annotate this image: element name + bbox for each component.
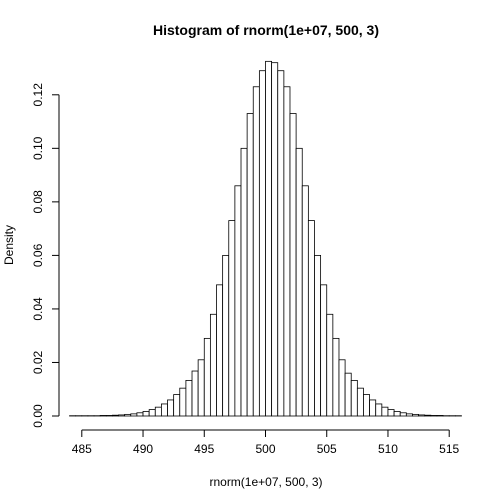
histogram-bar (356, 387, 364, 417)
histogram-bar (136, 412, 144, 417)
histogram-bar (412, 413, 419, 417)
y-tick-label: 0.06 (31, 243, 45, 267)
x-tick-label: 500 (255, 442, 275, 456)
histogram-bar (265, 60, 273, 417)
histogram-bar (430, 415, 438, 417)
histogram-bar (154, 406, 162, 417)
histogram-bar (381, 406, 389, 417)
histogram-bar (424, 414, 432, 417)
histogram-bar (277, 70, 285, 417)
histogram-bar (203, 337, 211, 417)
histogram-bar (228, 220, 236, 417)
histogram-bar (258, 70, 266, 417)
histogram-bar (405, 413, 413, 417)
histogram-bar (295, 147, 303, 417)
histogram-bar (393, 411, 401, 417)
x-axis-label: rnorm(1e+07, 500, 3) (209, 475, 322, 489)
histogram-bar (301, 185, 309, 417)
histogram-bar (222, 254, 230, 417)
x-tick-label: 505 (317, 442, 337, 456)
histogram-bars (69, 60, 462, 417)
histogram-bar (173, 394, 181, 417)
histogram-bar (142, 411, 150, 417)
y-tick-label: 0.12 (31, 83, 45, 107)
histogram-bar (369, 399, 377, 417)
x-tick-label: 485 (72, 442, 92, 456)
histogram-bar (375, 403, 383, 417)
x-tick-label: 510 (378, 442, 398, 456)
histogram-bar (283, 86, 291, 417)
y-axis: 0.00 0.02 0.04 0.06 0.08 0.10 0.12 (31, 83, 60, 428)
x-axis: 485 490 495 500 505 510 515 (72, 429, 460, 456)
histogram-bar (209, 313, 217, 417)
histogram-bar (124, 413, 132, 417)
x-tick-label: 515 (439, 442, 459, 456)
histogram-bar (338, 359, 346, 417)
histogram-bar (320, 284, 328, 417)
y-tick-label: 0.04 (31, 297, 45, 321)
histogram-bar (99, 415, 107, 417)
x-tick-label: 495 (194, 442, 214, 456)
histogram-bar (350, 379, 358, 417)
histogram-bar (314, 254, 322, 417)
histogram-bar (332, 337, 340, 417)
histogram-bar (160, 403, 168, 417)
histogram-bar (148, 409, 156, 417)
histogram-bar (307, 220, 315, 417)
histogram-bar (197, 359, 205, 417)
histogram-bar (185, 379, 193, 417)
histogram-bar (436, 415, 444, 417)
histogram-bar (105, 415, 113, 417)
histogram-bar (418, 414, 426, 417)
histogram-bar (246, 113, 254, 417)
y-tick-label: 0.10 (31, 136, 45, 160)
x-tick-label: 490 (133, 442, 153, 456)
histogram-bar (289, 113, 297, 417)
histogram-bar (234, 185, 242, 417)
chart-title: Histogram of rnorm(1e+07, 500, 3) (153, 22, 379, 38)
histogram-bar (252, 86, 260, 417)
y-tick-label: 0.02 (31, 350, 45, 374)
histogram-bar (271, 62, 279, 417)
histogram-bar (118, 414, 126, 417)
histogram-bar (216, 284, 224, 417)
histogram-bar (240, 147, 248, 417)
y-tick-label: 0.00 (31, 404, 45, 428)
histogram-bar (363, 394, 370, 417)
histogram-bar (326, 313, 334, 417)
y-axis-label: Density (2, 225, 16, 265)
histogram-bar (399, 412, 407, 417)
y-tick-label: 0.08 (31, 190, 45, 214)
histogram-bar (344, 372, 352, 417)
histogram-bar (387, 409, 395, 417)
histogram-bar (112, 414, 119, 417)
histogram-bar (167, 399, 175, 417)
histogram-bar (191, 370, 199, 417)
histogram-bar (179, 387, 187, 417)
histogram-bar (130, 413, 138, 417)
